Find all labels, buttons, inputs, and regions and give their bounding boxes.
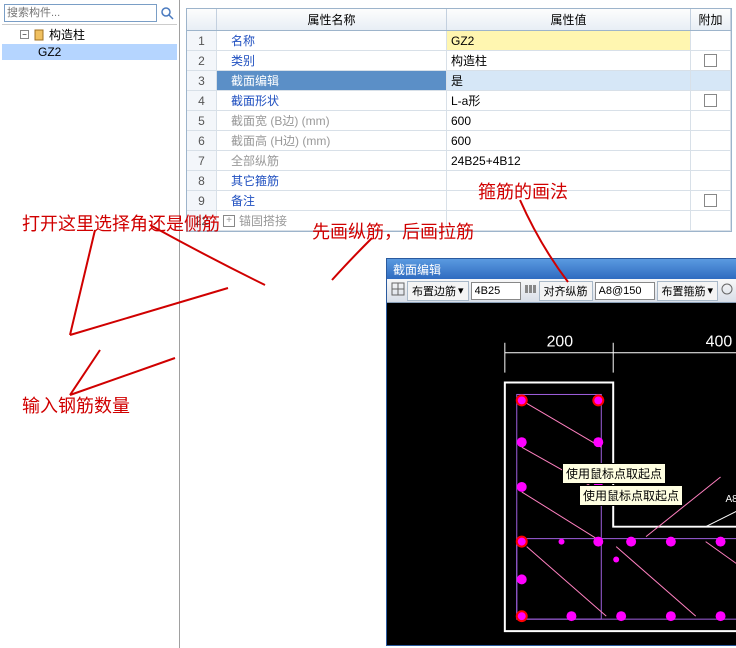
row-name: 类别 (217, 51, 447, 70)
row-value[interactable]: 600 (447, 131, 691, 150)
anno-stirrup-method: 箍筋的画法 (478, 178, 568, 204)
stirrup-button[interactable]: 布置箍筋▾ (657, 281, 719, 301)
row-ext (691, 131, 731, 150)
row-name: 名称 (217, 31, 447, 50)
row-index: 9 (187, 191, 217, 210)
anno-corner-side: 打开这里选择角还是侧筋 (22, 210, 220, 236)
search-icon[interactable] (159, 5, 175, 21)
checkbox[interactable] (704, 94, 717, 107)
row-ext (691, 171, 731, 190)
row-ext (691, 111, 731, 130)
row-name: 截面宽 (B边) (mm) (217, 111, 447, 130)
row-index: 8 (187, 171, 217, 190)
dropdown-icon: ▾ (458, 284, 464, 297)
checkbox[interactable] (704, 194, 717, 207)
tree-child-label: GZ2 (38, 45, 61, 59)
row-ext (691, 71, 731, 90)
row-name: 全部纵筋 (217, 151, 447, 170)
row-value[interactable]: 构造柱 (447, 51, 691, 70)
row-index: 4 (187, 91, 217, 110)
tree-child-node[interactable]: GZ2 (2, 44, 177, 60)
align-rebar-button[interactable]: 对齐纵筋 (539, 281, 593, 301)
table-row[interactable]: 8其它箍筋 (187, 171, 731, 191)
tree-root-label: 构造柱 (49, 26, 85, 43)
cad-title: 截面编辑 (387, 259, 736, 279)
header-value: 属性值 (447, 9, 691, 30)
table-row[interactable]: 6截面高 (H边) (mm)600 (187, 131, 731, 151)
row-ext (691, 151, 731, 170)
row-index: 6 (187, 131, 217, 150)
header-index (187, 9, 217, 30)
dim-200: 200 (547, 334, 574, 351)
cad-toolbar: 布置边筋▾ 对齐纵筋 布置箍筋▾ (387, 279, 736, 303)
grid-icon[interactable] (391, 282, 405, 299)
row-index: 5 (187, 111, 217, 130)
dim-400: 400 (706, 334, 733, 351)
table-row[interactable]: 1名称GZ2 (187, 31, 731, 51)
tooltip-1: 使用鼠标点取起点 (562, 463, 666, 484)
row-value[interactable]: 是 (447, 71, 691, 90)
table-row[interactable]: 7全部纵筋24B25+4B12 (187, 151, 731, 171)
property-table: 属性名称 属性值 附加 1名称GZ22类别构造柱3截面编辑是4截面形状L-a形5… (186, 8, 732, 232)
align-icon[interactable] (523, 282, 537, 299)
tooltip-2: 使用鼠标点取起点 (579, 485, 683, 506)
section-outline (505, 383, 736, 632)
row-index: 2 (187, 51, 217, 70)
row-index: 3 (187, 71, 217, 90)
tree-root-node[interactable]: − 构造柱 (2, 25, 177, 44)
tool-icon[interactable] (720, 282, 734, 299)
left-panel: − 构造柱 GZ2 (0, 0, 180, 648)
search-input[interactable] (4, 4, 157, 22)
row-ext (691, 91, 731, 110)
row-value[interactable]: L-a形 (447, 91, 691, 110)
table-row[interactable]: 5截面宽 (B边) (mm)600 (187, 111, 731, 131)
table-row[interactable]: 9备注 (187, 191, 731, 211)
row-ext (691, 51, 731, 70)
row-value[interactable]: 600 (447, 111, 691, 130)
table-row[interactable]: 2类别构造柱 (187, 51, 731, 71)
row-name: 其它箍筋 (217, 171, 447, 190)
row-name: 截面编辑 (217, 71, 447, 90)
cad-canvas[interactable]: 200 400 400 200 (387, 303, 736, 645)
row-name: 备注 (217, 191, 447, 210)
dropdown-icon: ▾ (708, 284, 714, 297)
label-a8200: A8@200 (726, 494, 736, 505)
rebar-count-input[interactable] (471, 282, 521, 300)
stirrup-input[interactable] (595, 282, 655, 300)
row-index: 1 (187, 31, 217, 50)
row-ext (691, 191, 731, 210)
property-header: 属性名称 属性值 附加 (187, 9, 731, 31)
row-value[interactable]: 24B25+4B12 (447, 151, 691, 170)
row-ext (691, 211, 731, 230)
table-row[interactable]: 3截面编辑是 (187, 71, 731, 91)
row-name: 截面高 (H边) (mm) (217, 131, 447, 150)
tree-collapse-icon[interactable]: − (20, 30, 29, 39)
expand-icon[interactable]: + (223, 215, 235, 227)
anno-draw-order: 先画纵筋，后画拉筋 (312, 218, 474, 244)
main-panel: 属性名称 属性值 附加 1名称GZ22类别构造柱3截面编辑是4截面形状L-a形5… (180, 0, 736, 648)
header-name: 属性名称 (217, 9, 447, 30)
table-row[interactable]: 4截面形状L-a形 (187, 91, 731, 111)
column-icon (32, 28, 46, 42)
cad-editor-window: 截面编辑 布置边筋▾ 对齐纵筋 布置箍筋▾ 200 400 (386, 258, 736, 646)
row-ext (691, 31, 731, 50)
row-index: 7 (187, 151, 217, 170)
row-name: 截面形状 (217, 91, 447, 110)
header-ext: 附加 (691, 9, 731, 30)
row-value (447, 211, 691, 230)
anno-input-count: 输入钢筋数量 (22, 392, 130, 418)
row-value[interactable]: GZ2 (447, 31, 691, 50)
edge-rebar-button[interactable]: 布置边筋▾ (407, 281, 469, 301)
checkbox[interactable] (704, 54, 717, 67)
search-row (2, 2, 177, 25)
tree-area: − 构造柱 GZ2 (0, 0, 179, 62)
tie-lines (522, 400, 736, 616)
